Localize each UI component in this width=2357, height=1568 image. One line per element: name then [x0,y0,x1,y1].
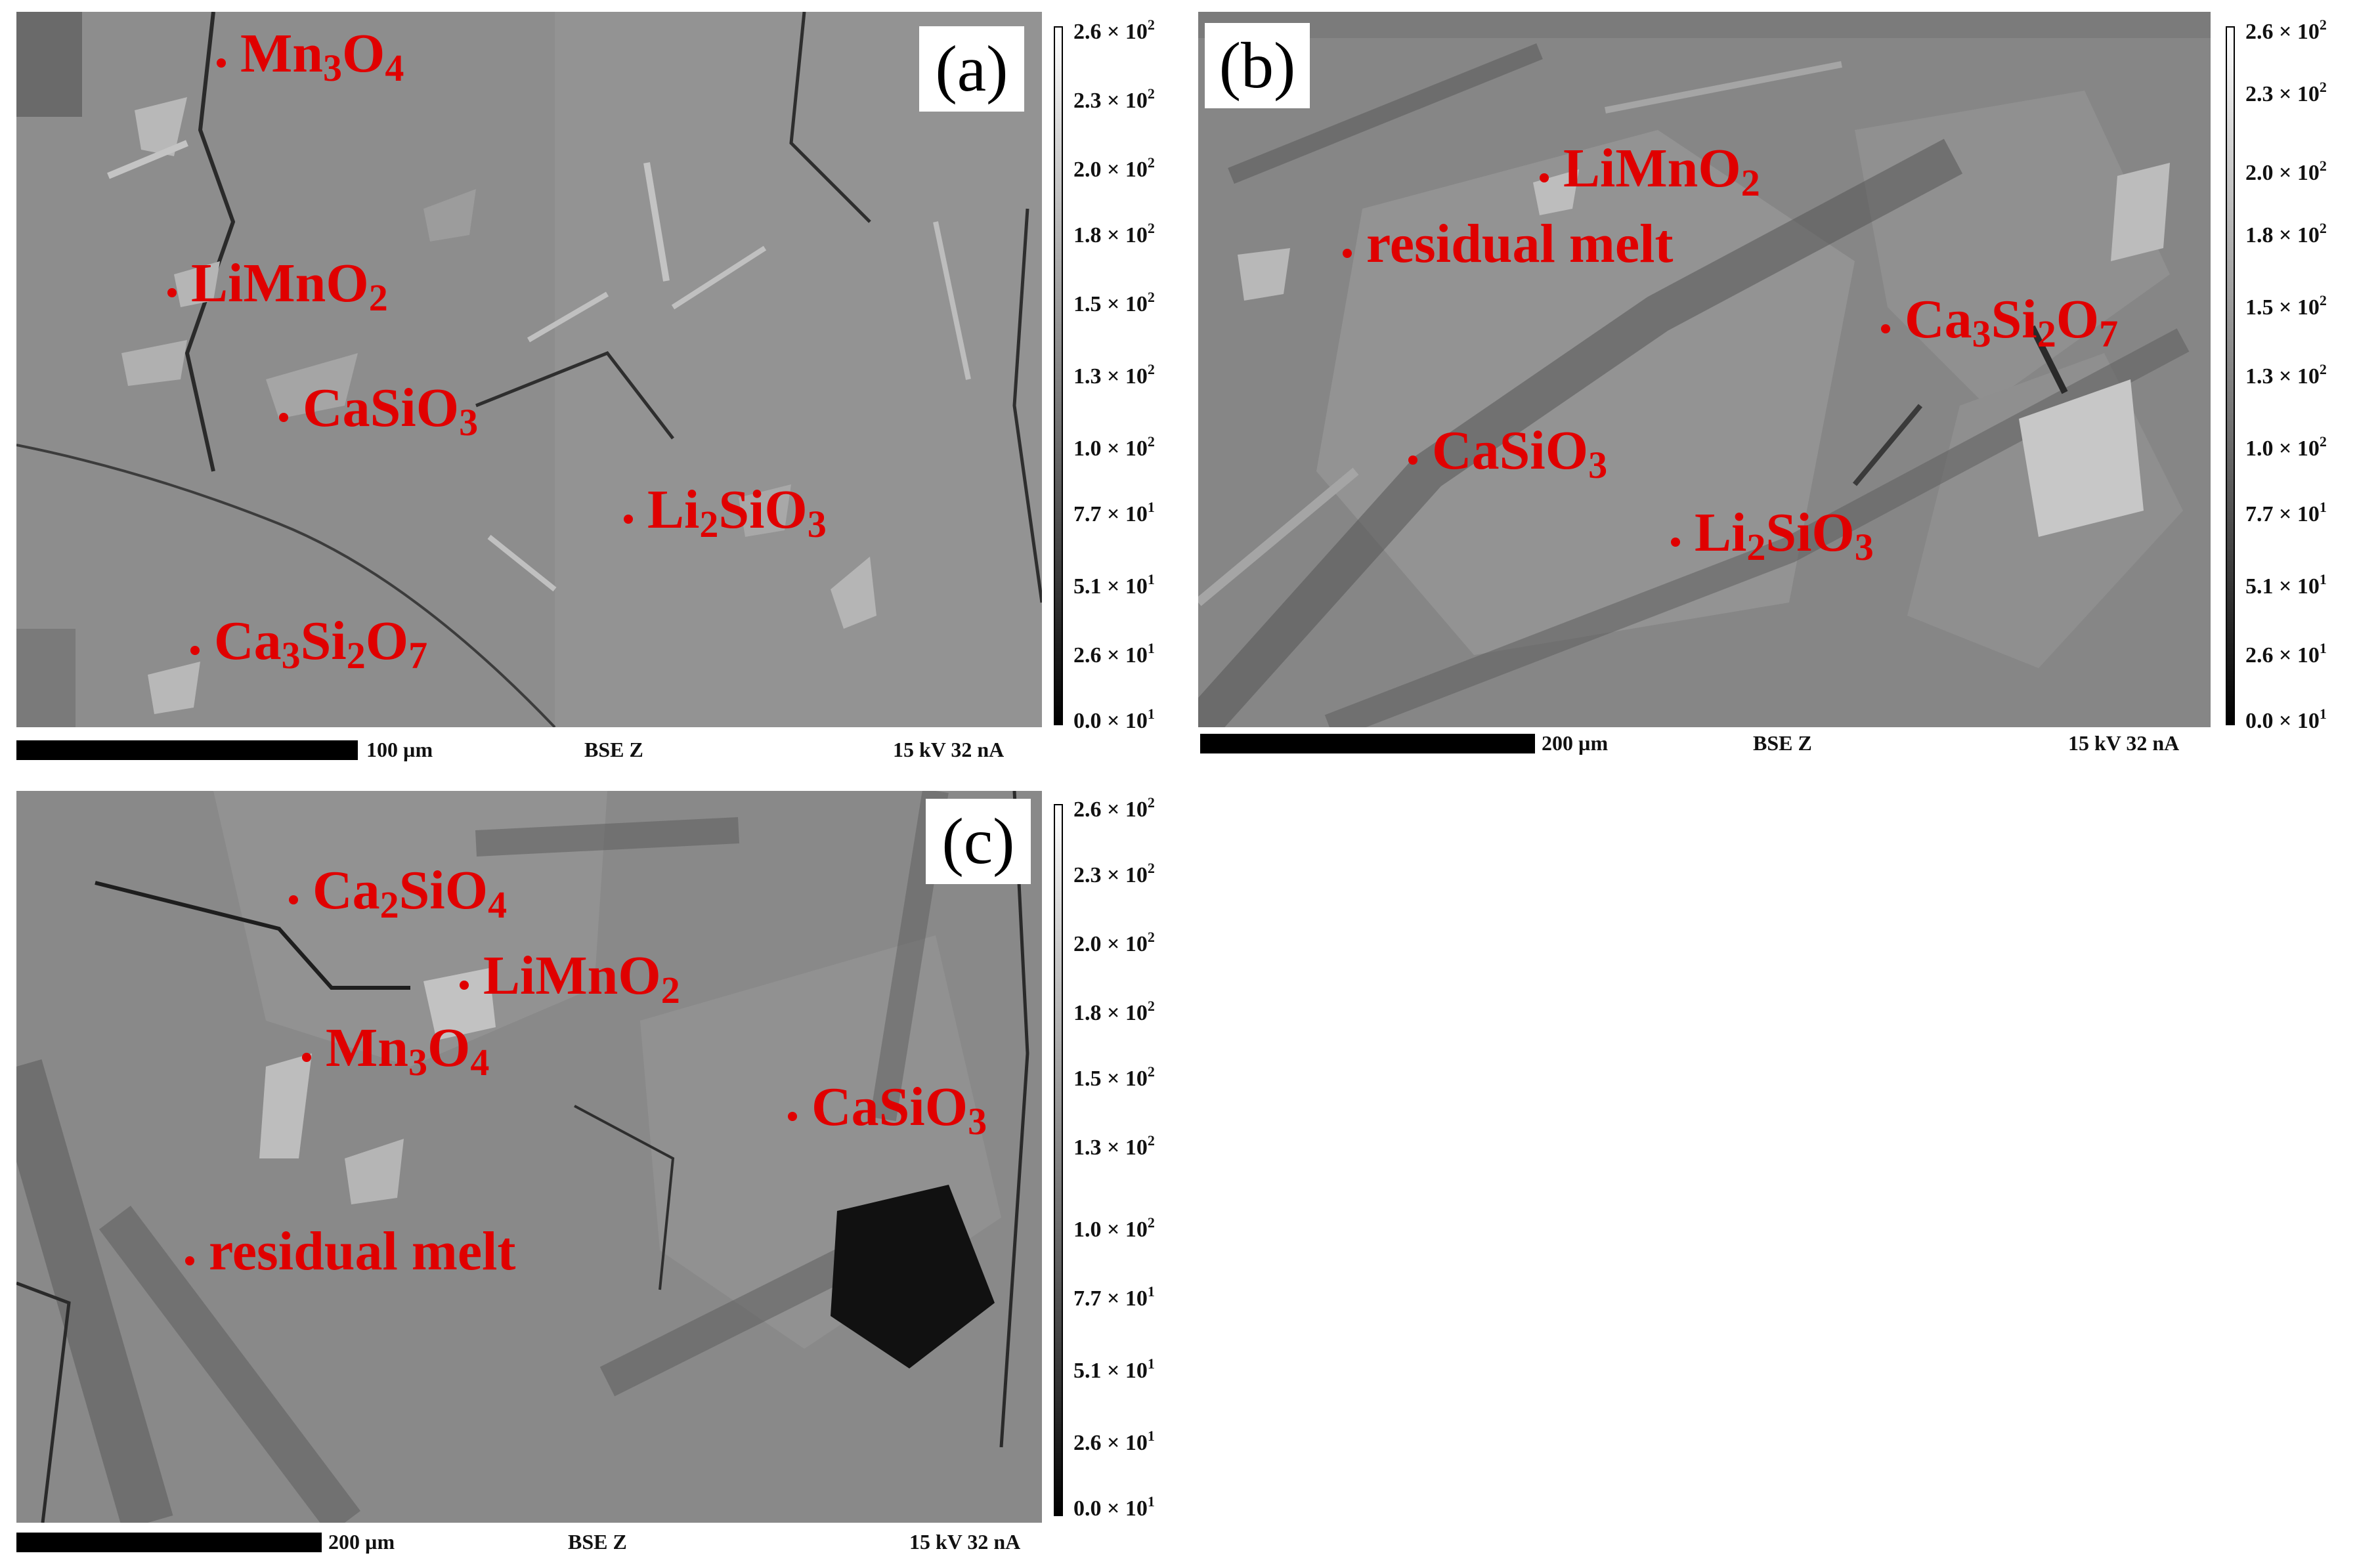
colorbar-tick-label: 2.6 × 101 [1073,640,1155,668]
phase-label: residual melt [1343,217,1673,272]
phase-label: Li2SiO3 [624,482,827,543]
scale-bar-label: 200 µm [328,1530,395,1554]
panel-letter: (b) [1205,23,1310,108]
phase-label: Ca3Si2O7 [190,614,427,675]
colorbar-tick-label: 2.6 × 101 [2245,640,2327,668]
phase-label: CaSiO3 [788,1080,987,1141]
colorbar-tick-label: 1.5 × 102 [2245,292,2327,320]
beam-conditions: 15 kV 32 nA [893,738,1005,761]
micrograph-a-texture [16,12,1042,727]
panel-a: (a) Mn3O4 LiMnO2 CaSiO3 Li2SiO3 Ca3Si2O7… [0,0,1175,771]
micrograph-c-texture [16,791,1042,1523]
colorbar-tick-label: 7.7 × 101 [2245,499,2327,527]
phase-label: Li2SiO3 [1671,505,1874,566]
colorbar-tick-label: 1.8 × 102 [1073,220,1155,248]
scale-bar [1200,734,1535,753]
scale-bar-label: 100 µm [366,738,433,761]
micrograph-c [16,791,1042,1523]
detector-label: BSE Z [1753,731,1812,755]
colorbar-tick-label: 1.8 × 102 [2245,220,2327,248]
micrograph-b [1198,12,2211,727]
detector-label: BSE Z [568,1530,627,1554]
colorbar-tick-label: 1.0 × 102 [2245,433,2327,461]
beam-conditions: 15 kV 32 nA [909,1530,1021,1554]
phase-label: Mn3O4 [217,26,404,87]
colorbar-tick-label: 2.6 × 102 [1073,794,1155,822]
phase-label: Ca3Si2O7 [1881,292,2118,353]
detector-label: BSE Z [584,738,643,761]
colorbar-tick-label: 0.0 × 101 [1073,1493,1155,1521]
colorbar-tick-label: 5.1 × 101 [1073,1355,1155,1384]
panel-letter: (c) [926,799,1031,884]
colorbar-tick-label: 2.3 × 102 [1073,860,1155,888]
colorbar-tick-label: 2.6 × 101 [1073,1428,1155,1456]
phase-label: LiMnO2 [1540,141,1760,202]
colorbar-tick-label: 0.0 × 101 [1073,706,1155,734]
micrograph-b-texture [1198,12,2211,727]
colorbar-tick-label: 1.3 × 102 [1073,361,1155,389]
phase-label: CaSiO3 [279,381,478,442]
colorbar-tick-label: 2.3 × 102 [1073,85,1155,114]
colorbar-tick-label: 2.6 × 102 [2245,16,2327,45]
scale-bar-label: 200 µm [1542,731,1609,755]
panel-letter: (a) [919,26,1024,112]
phase-label: CaSiO3 [1408,423,1607,484]
colorbar-tick-label: 2.0 × 102 [1073,929,1155,957]
beam-conditions: 15 kV 32 nA [2068,731,2180,755]
panel-c: (c) Ca2SiO4 LiMnO2 Mn3O4 CaSiO3 residual… [0,784,1175,1565]
phase-label: LiMnO2 [167,256,388,317]
colorbar-tick-label: 0.0 × 101 [2245,706,2327,734]
colorbar-tick-label: 1.0 × 102 [1073,433,1155,461]
colorbar-tick-label: 5.1 × 101 [1073,571,1155,599]
intensity-colorbar [2226,26,2235,725]
colorbar-tick-label: 2.6 × 102 [1073,16,1155,45]
colorbar-tick-label: 7.7 × 101 [1073,1283,1155,1311]
colorbar-tick-label: 1.3 × 102 [2245,361,2327,389]
phase-label: Ca2SiO4 [289,863,507,924]
panel-b: (b) LiMnO2 residual melt Ca3Si2O7 CaSiO3… [1182,0,2357,771]
phase-label: Mn3O4 [302,1021,489,1082]
colorbar-tick-label: 1.5 × 102 [1073,1063,1155,1091]
intensity-colorbar [1054,26,1063,725]
colorbar-tick-label: 2.0 × 102 [2245,158,2327,186]
phase-label: LiMnO2 [460,948,680,1009]
intensity-colorbar [1054,804,1063,1516]
colorbar-tick-label: 5.1 × 101 [2245,571,2327,599]
colorbar-tick-label: 7.7 × 101 [1073,499,1155,527]
colorbar-tick-label: 1.3 × 102 [1073,1132,1155,1160]
scale-bar [16,1533,322,1552]
scale-bar [16,740,358,760]
micrograph-a [16,12,1042,727]
phase-label: residual melt [185,1224,515,1279]
colorbar-tick-label: 1.8 × 102 [1073,998,1155,1026]
colorbar-tick-label: 1.0 × 102 [1073,1214,1155,1242]
colorbar-tick-label: 2.3 × 102 [2245,79,2327,107]
colorbar-tick-label: 2.0 × 102 [1073,154,1155,182]
colorbar-tick-label: 1.5 × 102 [1073,289,1155,317]
